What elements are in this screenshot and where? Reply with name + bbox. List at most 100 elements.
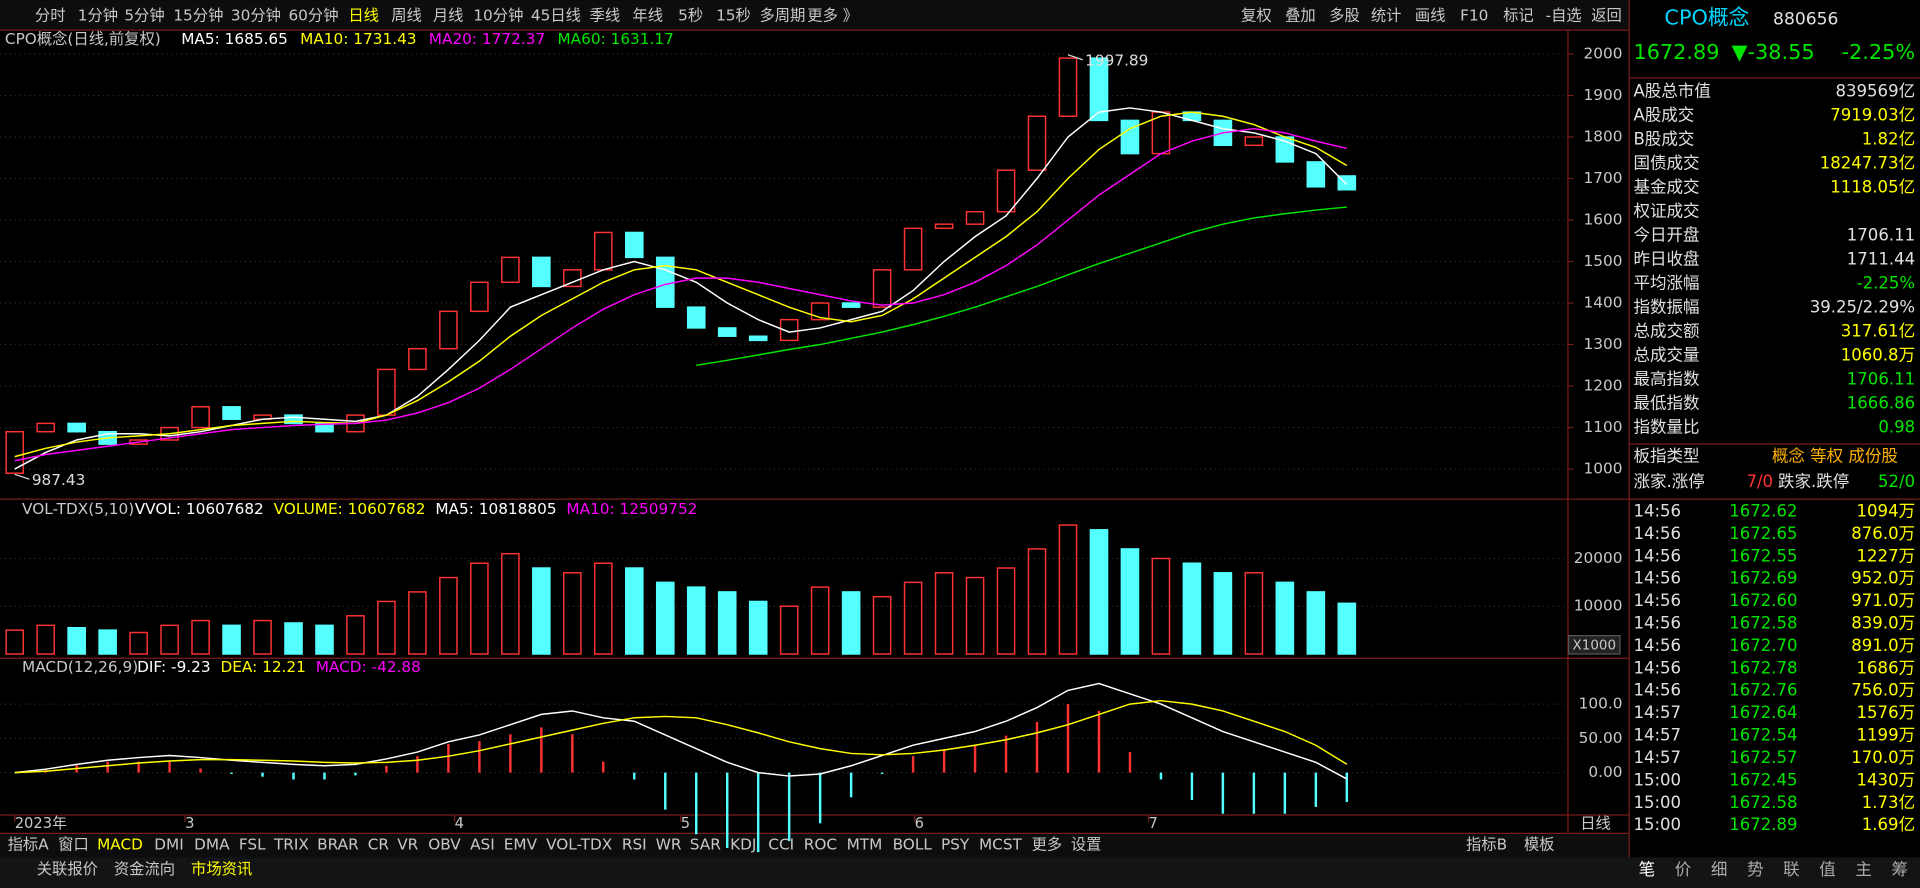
indicator-tab[interactable]: KDJ [730, 836, 756, 854]
panel-tab[interactable]: 势 [1747, 860, 1764, 879]
indicator-tab[interactable]: DMI [154, 836, 184, 854]
panel-tab[interactable]: 笔 [1639, 860, 1656, 879]
toolbar-item[interactable]: 返回 [1591, 7, 1622, 25]
candle [903, 227, 923, 271]
indicator-tab[interactable]: WR [656, 836, 682, 854]
candle [686, 306, 706, 329]
toolbar-item[interactable]: F10 [1460, 7, 1488, 25]
candle [67, 422, 86, 433]
bottom-item[interactable]: 资金流向 [114, 860, 175, 878]
indicator-tab[interactable]: CCI [768, 836, 794, 854]
toolbar-item[interactable]: 周线 [391, 7, 422, 25]
y-tick-label: 1600 [1584, 211, 1623, 229]
candle [1244, 136, 1264, 147]
toolbar-item[interactable]: 15秒 [716, 7, 751, 25]
tick-volume: 1430万 [1857, 770, 1916, 789]
quote-label: 总成交额 [1633, 321, 1700, 340]
toolbar-item[interactable]: 15分钟 [173, 7, 223, 25]
toolbar-item[interactable]: 月线 [433, 7, 464, 25]
macd-line [14, 682, 1348, 780]
annotation-arrow [14, 473, 30, 480]
tick-time: 14:56 [1633, 569, 1681, 588]
period-label: 日线 [1580, 815, 1611, 833]
ma-line [696, 206, 1347, 367]
toolbar-item[interactable]: 分时 [35, 7, 66, 25]
y-tick-label: 1800 [1584, 127, 1623, 145]
indicator-tab[interactable]: BRAR [317, 836, 359, 854]
toolbar-item[interactable]: 年线 [632, 7, 663, 25]
toolbar-item[interactable]: 60分钟 [288, 7, 338, 25]
panel-tab[interactable]: 价 [1675, 860, 1692, 879]
toolbar-item[interactable]: 5秒 [678, 7, 703, 25]
toolbar-item[interactable]: 标记 [1503, 7, 1534, 25]
indicator-tab[interactable]: RSI [622, 836, 647, 854]
y-tick-label: 20000 [1574, 549, 1623, 567]
toolbar-item[interactable]: 45日线 [531, 7, 581, 25]
panel-tab[interactable]: 主 [1855, 860, 1872, 879]
toolbar-item[interactable]: 30分钟 [231, 7, 281, 25]
toolbar-item[interactable]: 多周期 [759, 7, 805, 25]
toolbar-item[interactable]: 叠加 [1285, 7, 1316, 25]
indicator-tab[interactable]: BOLL [893, 836, 933, 854]
indicator-tab[interactable]: TRIX [273, 836, 309, 854]
x-tick-label: 6 [915, 815, 924, 832]
indicator-tab[interactable]: MACD [97, 836, 143, 854]
tick-time: 15:00 [1633, 793, 1681, 812]
indicator-tab[interactable]: EMV [504, 836, 538, 854]
quote-value: 概念 等权 成份股 [1772, 445, 1898, 465]
panel-tab[interactable]: 细 [1711, 860, 1728, 879]
toolbar-item[interactable]: 10分钟 [473, 7, 523, 25]
tick-volume: 891.0万 [1851, 636, 1915, 655]
toolbar-item[interactable]: 复权 [1241, 7, 1272, 25]
quote-value: 1060.8万 [1841, 345, 1915, 364]
quote-label: 最高指数 [1633, 369, 1700, 388]
toolbar-item[interactable]: 更多 》 [807, 7, 858, 25]
indicator-tab[interactable]: 指标B [1466, 836, 1507, 854]
indicator-tab[interactable]: CR [368, 836, 390, 854]
indicator-tab[interactable]: MCST [979, 836, 1023, 854]
indicator-bar-bg [0, 832, 1629, 858]
quote-label: 平均涨幅 [1633, 273, 1699, 292]
chart-title: CPO概念(日线,前复权) [5, 30, 161, 48]
tick-time: 14:57 [1633, 703, 1681, 722]
toolbar-item[interactable]: -自选 [1546, 7, 1582, 25]
panel-tab[interactable]: 联 [1783, 860, 1800, 879]
panel-tab[interactable]: 值 [1819, 860, 1836, 879]
pane-title: MACD(12,26,9) [22, 658, 138, 676]
toolbar-item[interactable]: 画线 [1415, 7, 1446, 25]
tick-time: 14:57 [1633, 748, 1681, 767]
indicator-tab[interactable]: SAR [690, 836, 721, 854]
indicator-tab[interactable]: ROC [804, 836, 837, 854]
indicator-tab[interactable]: PSY [941, 836, 970, 854]
bottom-item[interactable]: 市场资讯 [191, 860, 252, 878]
x-tick-label: 3 [185, 815, 194, 832]
indicator-tab[interactable]: FSL [239, 836, 266, 854]
volume-bar [1027, 548, 1047, 655]
panel-tab[interactable]: 筹 [1892, 860, 1909, 879]
quote-value: 317.61亿 [1841, 321, 1915, 340]
tick-volume: 1.69亿 [1862, 815, 1915, 834]
toolbar-item[interactable]: 季线 [590, 7, 621, 25]
indicator-tab[interactable]: MTM [847, 836, 883, 854]
indicator-tab[interactable]: 模板 [1524, 836, 1555, 854]
toolbar-item[interactable]: 统计 [1371, 7, 1402, 25]
tick-price: 1672.55 [1729, 546, 1797, 565]
toolbar-bg [0, 0, 1629, 30]
indicator-tab[interactable]: 设置 [1071, 836, 1102, 854]
quote-label: 总成交量 [1633, 345, 1699, 364]
indicator-tab[interactable]: 更多 [1032, 836, 1063, 854]
volume-bar [1275, 581, 1295, 655]
toolbar-item[interactable]: 5分钟 [124, 7, 164, 25]
indicator-tab[interactable]: 指标A [8, 836, 50, 854]
indicator-tab[interactable]: 窗口 [58, 836, 89, 854]
toolbar-item[interactable]: 日线 [348, 7, 379, 25]
indicator-tab[interactable]: OBV [428, 836, 461, 854]
indicator-tab[interactable]: VOL-TDX [546, 836, 612, 854]
toolbar-item[interactable]: 1分钟 [78, 7, 118, 25]
tick-time: 14:57 [1633, 726, 1681, 745]
bottom-item[interactable]: 关联报价 [37, 860, 98, 878]
indicator-tab[interactable]: ASI [470, 836, 495, 854]
indicator-tab[interactable]: VR [397, 836, 418, 854]
indicator-tab[interactable]: DMA [194, 836, 230, 854]
toolbar-item[interactable]: 多股 [1329, 7, 1360, 25]
